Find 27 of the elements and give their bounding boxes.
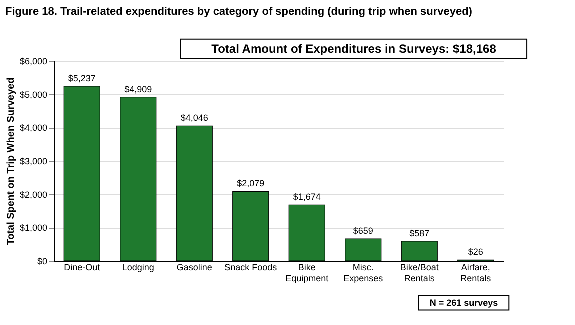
data-label: $2,079 <box>237 178 265 189</box>
x-tick-label: Gasoline <box>176 262 212 272</box>
y-tick-label: $5,000 <box>20 90 48 100</box>
data-label: $4,046 <box>180 113 208 124</box>
x-tick-label: Misc. Expenses <box>344 262 384 284</box>
data-label: $587 <box>410 228 430 238</box>
y-tick-label: $0 <box>37 256 48 266</box>
x-tick-label: Airfare, Rentals <box>460 262 492 284</box>
y-tick-label: $6,000 <box>20 56 48 66</box>
data-label: $26 <box>468 247 484 258</box>
x-tick-label: Bike/Boat Rentals <box>400 262 440 284</box>
x-tick-label: Dine-Out <box>64 262 101 272</box>
y-tick-label: $2,000 <box>20 190 48 200</box>
chart-title: Figure 18. Trail-related expenditures by category of spending (during trip when surveyed) <box>5 6 473 18</box>
y-tick-label: $3,000 <box>20 156 48 166</box>
text: Total Amount of Expenditures in Surveys: $18,168 <box>212 42 497 56</box>
y-tick-label: $1,000 <box>20 223 48 234</box>
x-tick-label: Snack Foods <box>224 262 278 272</box>
data-label: $1,674 <box>293 192 321 202</box>
data-label: $5,237 <box>68 73 96 84</box>
y-tick-label: $4,000 <box>20 123 48 134</box>
x-tick-label: Bike Equipment <box>286 262 330 284</box>
data-label: $659 <box>353 226 374 236</box>
text: N = 261 surveys <box>430 298 498 308</box>
y-axis-title: Total Spent on Trip When Surveyed <box>6 78 17 246</box>
data-label: $4,909 <box>124 84 152 94</box>
x-tick-label: Lodging <box>122 262 154 272</box>
